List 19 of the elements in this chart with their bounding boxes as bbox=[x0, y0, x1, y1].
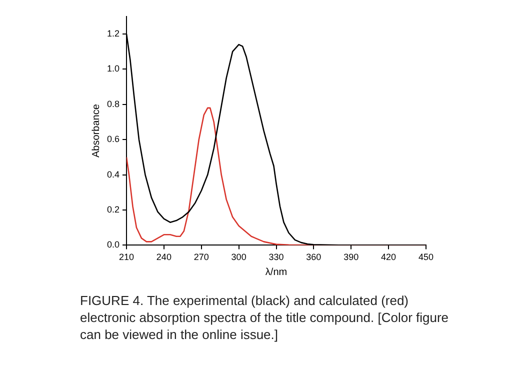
y-tick-label: 1.2 bbox=[106, 28, 120, 38]
caption: FIGURE 4. The experimental (black) and calculated (red) electronic absorption spectra of the title compound. [Color figure can be viewed in the online issue.] bbox=[80, 292, 450, 343]
y-tick-label: 0.8 bbox=[106, 98, 120, 109]
x-tick-label: 390 bbox=[344, 252, 359, 262]
y-axis-title: Absorbance bbox=[90, 104, 102, 158]
x-tick-label: 330 bbox=[268, 252, 284, 262]
y-tick-label: 0.2 bbox=[106, 204, 120, 214]
y-tick-label: 0.6 bbox=[106, 134, 120, 144]
x-tick-label: 420 bbox=[381, 252, 396, 262]
y-tick-label: 0.0 bbox=[106, 240, 120, 250]
x-axis-title: λ/nm bbox=[265, 266, 288, 278]
x-tick-label: 240 bbox=[156, 252, 172, 262]
y-tick-label: 1.0 bbox=[106, 64, 120, 74]
y-tick-label: 0.4 bbox=[106, 169, 120, 180]
x-tick-label: 360 bbox=[306, 252, 322, 262]
x-tick-label: 270 bbox=[194, 252, 209, 262]
x-tick-label: 450 bbox=[418, 252, 434, 262]
x-tick-label: 300 bbox=[231, 252, 246, 262]
x-tick-label: 210 bbox=[118, 252, 134, 262]
